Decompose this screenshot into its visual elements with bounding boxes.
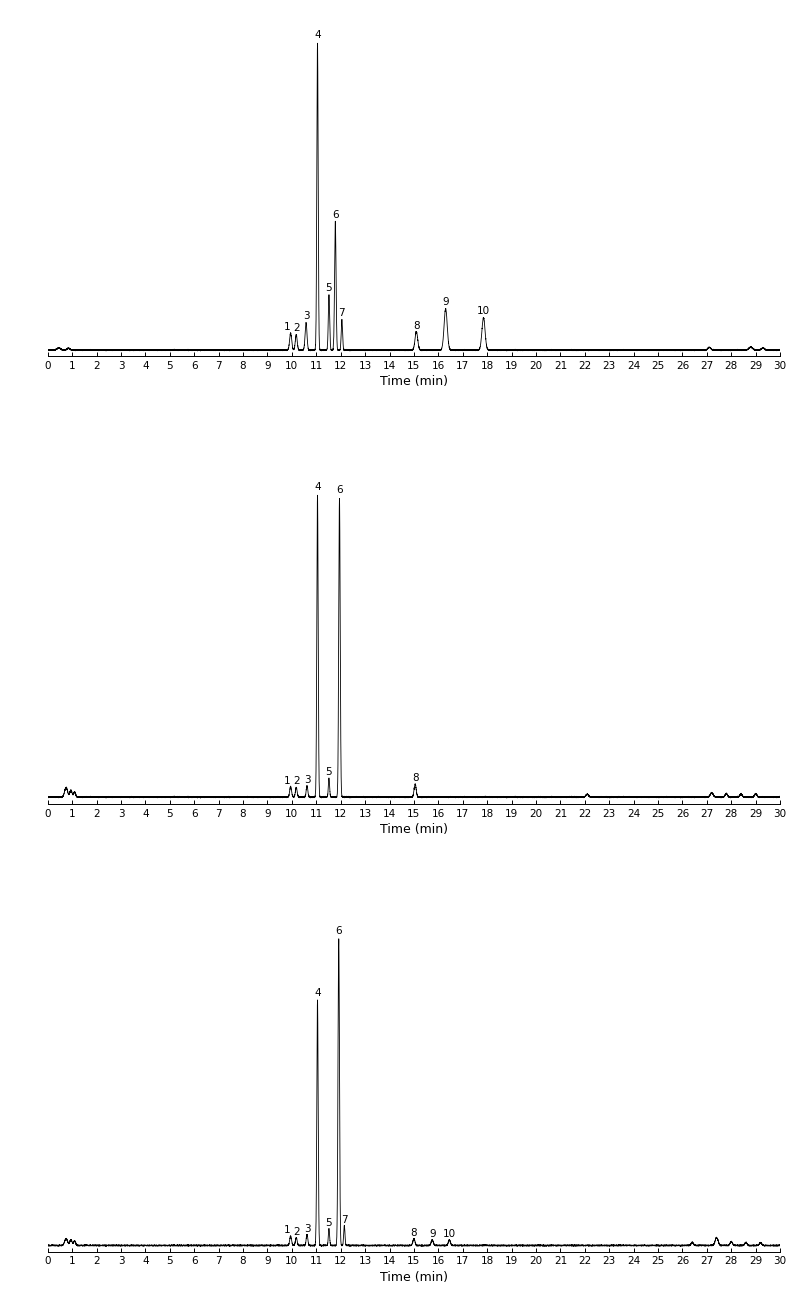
X-axis label: Time (min): Time (min)	[380, 375, 448, 388]
Text: 4: 4	[314, 988, 321, 999]
X-axis label: Time (min): Time (min)	[380, 1271, 448, 1284]
Text: 3: 3	[304, 1224, 310, 1233]
Text: 6: 6	[335, 926, 342, 935]
Text: 3: 3	[304, 776, 310, 785]
Text: 7: 7	[341, 1214, 348, 1224]
Text: 2: 2	[293, 1227, 299, 1237]
Text: 8: 8	[411, 1228, 417, 1237]
Text: 5: 5	[326, 768, 332, 777]
Text: 4: 4	[314, 30, 321, 40]
Text: 9: 9	[429, 1230, 435, 1239]
Text: 4: 4	[314, 482, 321, 492]
Text: 5: 5	[326, 283, 332, 293]
Text: 1: 1	[284, 776, 291, 786]
Text: 1: 1	[284, 322, 291, 332]
Text: 9: 9	[443, 297, 449, 307]
Text: 3: 3	[302, 311, 310, 320]
Text: 10: 10	[477, 306, 490, 316]
Text: 2: 2	[293, 777, 299, 786]
X-axis label: Time (min): Time (min)	[380, 824, 448, 837]
Text: 2: 2	[293, 323, 299, 333]
Text: 8: 8	[412, 773, 419, 783]
Text: 6: 6	[336, 485, 343, 495]
Text: 6: 6	[332, 210, 338, 219]
Text: 1: 1	[284, 1226, 291, 1235]
Text: 7: 7	[338, 307, 345, 318]
Text: 5: 5	[326, 1218, 332, 1228]
Text: 10: 10	[443, 1230, 456, 1239]
Text: 8: 8	[413, 320, 419, 331]
